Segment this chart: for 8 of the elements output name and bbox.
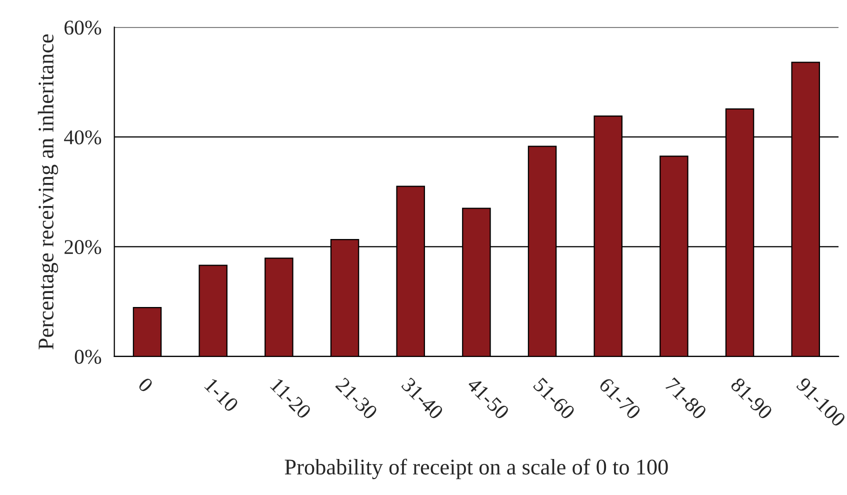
y-tick-label: 0% [74,350,102,364]
x-tick-label: 0 [137,376,154,394]
x-axis-title: Probability of receipt on a scale of 0 to 100 [284,458,668,480]
x-tick-label: 1-10 [204,378,240,413]
y-tick-label: 60% [64,20,102,35]
y-tick-label: 40% [64,130,102,144]
y-tick-label: 20% [64,240,102,254]
y-axis-title: Percentage receiving an inheritance [38,34,58,350]
